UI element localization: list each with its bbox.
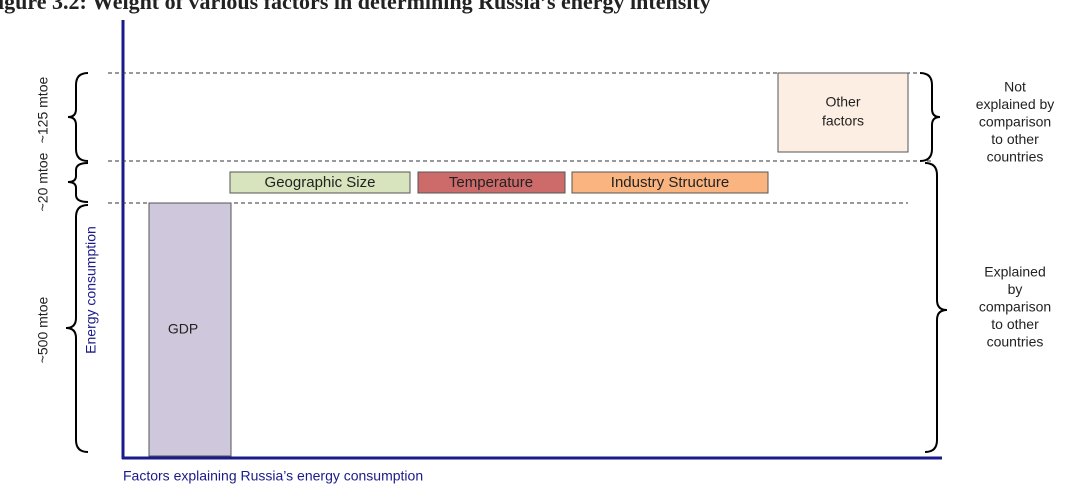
left-label: ~500 mtoe [35, 297, 51, 364]
other-factors-label: factors [822, 113, 864, 129]
right-brace [919, 72, 941, 162]
x-axis-label: Factors explaining Russia’s energy consu… [123, 468, 423, 484]
left-label: ~20 mtoe [35, 152, 51, 211]
right-label: by [1008, 281, 1023, 297]
figure-title: igure 3.2: Weight of various factors in … [0, 0, 711, 14]
factor-label: Industry Structure [611, 174, 729, 191]
other-factors-box [777, 72, 909, 153]
right-label: to other [991, 131, 1039, 147]
factor-box [571, 171, 769, 194]
y-axis-label: Energy consumption [83, 226, 99, 354]
gdp-bar [148, 202, 232, 457]
right-brace [924, 162, 948, 453]
left-label: ~125 mtoe [35, 77, 51, 144]
right-label: to other [991, 316, 1039, 332]
right-label: explained by [976, 96, 1055, 112]
right-label: comparison [979, 299, 1051, 315]
right-label: countries [987, 334, 1044, 350]
right-label: Explained [984, 264, 1046, 280]
left-brace [67, 162, 89, 203]
factor-label: Geographic Size [265, 174, 376, 191]
factor-label: Temperature [449, 174, 533, 191]
right-label: Not [1004, 79, 1026, 95]
left-brace [65, 204, 89, 453]
factor-box [229, 171, 411, 194]
factor-box [417, 171, 566, 194]
gdp-label: GDP [168, 321, 198, 337]
left-brace [67, 72, 89, 162]
right-label: countries [987, 149, 1044, 165]
other-factors-label: Other [825, 94, 860, 110]
right-label: comparison [979, 114, 1051, 130]
